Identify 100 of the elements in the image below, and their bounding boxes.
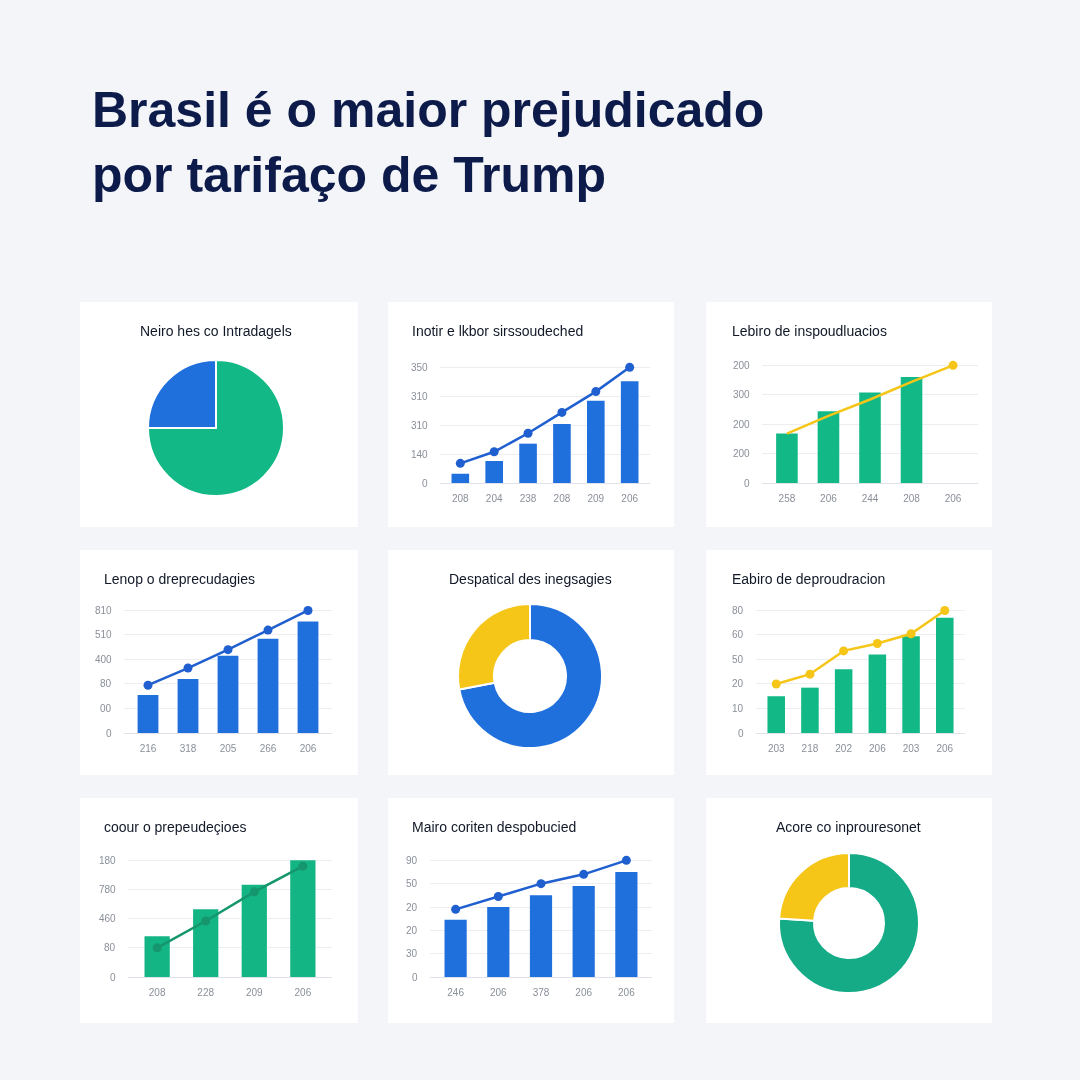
x-tick-label: 228 bbox=[197, 987, 215, 998]
text: 80 bbox=[100, 678, 112, 689]
chart-title: Inotir e lkbor sirssoudeched bbox=[412, 323, 584, 339]
x-tick-label: 206 bbox=[936, 743, 954, 754]
text: 30 bbox=[406, 948, 418, 959]
x-tick-label: 238 bbox=[519, 493, 537, 504]
text: 310 bbox=[411, 391, 429, 402]
bar bbox=[859, 392, 881, 483]
text: 0 bbox=[412, 972, 418, 983]
x-tick-label: 258 bbox=[778, 493, 796, 504]
text: 00 bbox=[100, 703, 112, 714]
bar bbox=[487, 907, 510, 977]
chart-title: Despatical des inegsagies bbox=[449, 571, 612, 587]
x-tick-label: 378 bbox=[532, 987, 550, 998]
bar bbox=[572, 886, 595, 977]
x-tick-label: 206 bbox=[820, 493, 838, 504]
bar bbox=[177, 679, 199, 733]
point bbox=[621, 855, 631, 865]
bar bbox=[217, 655, 239, 733]
bar bbox=[817, 411, 840, 483]
bar bbox=[290, 860, 316, 977]
point bbox=[536, 879, 546, 889]
bar bbox=[868, 654, 887, 733]
x-tick-label: 206 bbox=[294, 987, 312, 998]
bar bbox=[451, 473, 470, 483]
x-tick-label: 216 bbox=[139, 743, 157, 754]
bar bbox=[936, 617, 954, 733]
x-tick-label: 266 bbox=[259, 743, 277, 754]
x-tick-label: 208 bbox=[903, 493, 921, 504]
text: 400 bbox=[95, 654, 113, 665]
text: 300 bbox=[733, 389, 751, 400]
bar bbox=[529, 895, 553, 977]
x-tick-label: 203 bbox=[767, 743, 786, 754]
point bbox=[591, 387, 601, 397]
chart-title: Eabiro de deproudracion bbox=[732, 571, 886, 587]
text: 200 bbox=[733, 360, 751, 371]
x-tick-label: 206 bbox=[944, 493, 962, 504]
point bbox=[249, 887, 259, 897]
point bbox=[805, 669, 815, 679]
bar bbox=[257, 638, 279, 733]
x-tick-label: 208 bbox=[451, 493, 470, 504]
bar bbox=[144, 936, 170, 977]
x-tick-label: 246 bbox=[447, 987, 465, 998]
point bbox=[223, 645, 233, 655]
bar bbox=[485, 461, 503, 483]
bar bbox=[902, 636, 920, 733]
point bbox=[940, 605, 950, 615]
text: 80 bbox=[732, 605, 744, 616]
text: 0 bbox=[744, 478, 750, 489]
text: 200 bbox=[733, 419, 751, 430]
x-tick-label: 202 bbox=[835, 743, 853, 754]
point bbox=[579, 869, 589, 879]
chart-title: Neiro hes co Intradagels bbox=[140, 323, 292, 339]
chart-title: Acore co inprouresonet bbox=[776, 819, 921, 835]
x-tick-label: 209 bbox=[245, 987, 264, 998]
text: 0 bbox=[106, 728, 112, 739]
point bbox=[839, 646, 849, 656]
text: 310 bbox=[411, 420, 429, 431]
bar bbox=[620, 381, 639, 483]
x-tick-label: 206 bbox=[575, 987, 593, 998]
point bbox=[493, 892, 503, 901]
x-tick-label: 244 bbox=[861, 493, 879, 504]
x-tick-label: 208 bbox=[148, 987, 166, 998]
text: 510 bbox=[95, 629, 113, 640]
bar bbox=[553, 424, 571, 483]
text: 200 bbox=[733, 448, 751, 459]
point bbox=[455, 458, 465, 468]
bar bbox=[137, 695, 159, 733]
x-tick-label: 204 bbox=[485, 493, 503, 504]
text: Brasil é o maior prejudicado por tarifaço de Trump bbox=[92, 82, 765, 203]
point bbox=[152, 943, 162, 953]
text: 810 bbox=[95, 605, 113, 616]
bar bbox=[241, 884, 267, 977]
text: 0 bbox=[738, 728, 744, 739]
x-tick-label: 205 bbox=[219, 743, 237, 754]
bar bbox=[193, 909, 219, 977]
bar bbox=[297, 621, 319, 733]
text: 50 bbox=[732, 654, 744, 665]
text: 80 bbox=[104, 942, 116, 953]
point bbox=[906, 629, 916, 639]
x-tick-label: 206 bbox=[618, 987, 636, 998]
point bbox=[143, 680, 153, 690]
point bbox=[263, 625, 273, 635]
bar bbox=[801, 687, 819, 733]
bar bbox=[615, 872, 638, 977]
text: 460 bbox=[99, 913, 117, 924]
point bbox=[201, 916, 211, 926]
x-tick-label: 206 bbox=[489, 987, 508, 998]
text: 140 bbox=[411, 449, 429, 460]
text: 180 bbox=[99, 855, 117, 866]
x-tick-label: 218 bbox=[801, 743, 819, 754]
text: 0 bbox=[422, 478, 428, 489]
x-tick-label: 206 bbox=[621, 493, 639, 504]
text: 10 bbox=[732, 703, 744, 714]
point bbox=[183, 663, 193, 673]
point bbox=[489, 447, 499, 457]
text: 350 bbox=[411, 362, 429, 373]
point bbox=[298, 861, 308, 871]
point bbox=[625, 362, 635, 372]
chart-title: Mairo coriten despobucied bbox=[412, 819, 577, 835]
